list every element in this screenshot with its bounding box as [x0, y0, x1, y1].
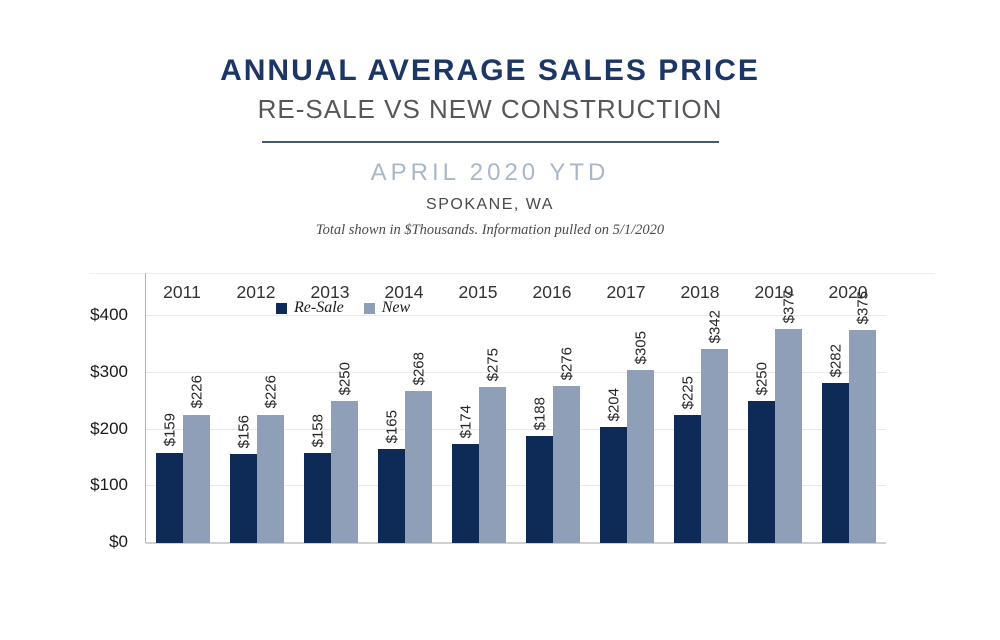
bar-resale-2013: $158 — [304, 414, 331, 543]
chart-legend: Re-Sale New — [276, 299, 410, 317]
legend-item-resale: Re-Sale — [276, 299, 344, 317]
bar-new-2016: $276 — [553, 347, 580, 543]
bar-new-2017: $305 — [627, 331, 654, 543]
y-axis-label-0: $0 — [109, 532, 128, 551]
page-subtitle: RE-SALE VS NEW CONSTRUCTION — [257, 94, 723, 124]
bar-resale-2015: $174 — [452, 405, 479, 543]
header-divider — [262, 141, 719, 143]
location-label: SPOKANE, WA — [426, 196, 554, 213]
legend-label: Re-Sale — [294, 299, 344, 316]
bar-group-2014: $165 $268 — [368, 273, 442, 543]
x-axis-label-2013: 2013 — [310, 282, 350, 302]
x-axis-label-2011: 2011 — [163, 282, 201, 302]
legend-item-new: New — [363, 299, 411, 317]
x-axis-label-2012: 2012 — [236, 282, 276, 302]
bar-value-label: $174 — [457, 404, 474, 439]
bar-new-2012: $226 — [257, 375, 284, 543]
period-label: APRIL 2020 YTD — [370, 159, 610, 186]
bar-value-label: $158 — [309, 413, 326, 448]
bar-group-2020: $282 $375 — [812, 273, 886, 543]
footnote: Total shown in $Thousands. Information p… — [315, 222, 665, 238]
x-axis-label-2018: 2018 — [680, 282, 720, 302]
legend-swatch-icon — [276, 302, 287, 314]
bar-new-2013: $250 — [331, 362, 358, 543]
y-axis-label-400: $400 — [90, 305, 128, 324]
legend-label: New — [381, 299, 411, 316]
bar-value-label: $159 — [161, 413, 178, 447]
x-axis-label-2015: 2015 — [458, 282, 498, 302]
bar-value-label: $250 — [336, 361, 353, 396]
bar-resale-2018: $225 — [674, 376, 701, 543]
gridline-200 — [146, 428, 886, 430]
y-axis-label-100: $100 — [90, 475, 128, 495]
bar-new-2018: $342 — [701, 310, 728, 543]
bar-new-2011: $226 — [183, 375, 210, 543]
bar-resale-2014: $165 — [378, 410, 405, 543]
legend-swatch-icon — [363, 302, 375, 314]
bar-group-2017: $204 $305 — [590, 273, 664, 543]
bar-value-label: $342 — [706, 309, 723, 343]
bar-value-label: $188 — [531, 396, 548, 431]
bar-new-2019: $377 — [775, 290, 802, 543]
bar-resale-2020: $282 — [822, 344, 849, 543]
bar-resale-2011: $159 — [156, 413, 183, 543]
bar-value-label: $282 — [827, 343, 844, 377]
x-axis-label-2019: 2019 — [754, 282, 794, 302]
bar-resale-2012: $156 — [230, 415, 257, 543]
bar-new-2015: $275 — [479, 348, 506, 543]
bar-resale-2019: $250 — [748, 362, 775, 543]
page-title: ANNUAL AVERAGE SALES PRICE — [220, 54, 760, 87]
bar-value-label: $156 — [235, 415, 252, 449]
bar-group-2019: $250 $377 — [738, 273, 812, 543]
bar-value-label: $268 — [410, 351, 427, 385]
bar-group-2016: $188 $276 — [516, 273, 590, 543]
x-axis-label-2014: 2014 — [384, 282, 424, 302]
gridline-300 — [146, 371, 886, 373]
bar-group-2018: $225 $342 — [664, 273, 738, 543]
bar-group-2012: $156 $226 — [220, 273, 294, 543]
x-axis-label-2020: 2020 — [828, 282, 868, 302]
x-axis-line — [146, 542, 886, 544]
bar-value-label: $226 — [188, 375, 205, 409]
bar-value-label: $204 — [605, 387, 622, 422]
bar-value-label: $226 — [262, 375, 279, 409]
gridline-400 — [146, 315, 886, 316]
y-axis-label-300: $300 — [90, 361, 128, 381]
plot-area: Re-Sale New $0 $100 $200 $300 $400 $159 $226 $15… — [90, 273, 886, 551]
bar-new-2020: $375 — [849, 291, 876, 543]
bar-value-label: $165 — [383, 410, 400, 444]
chart-area-top-border — [90, 273, 935, 274]
bar-value-label: $276 — [558, 347, 575, 381]
bar-value-label: $250 — [753, 361, 770, 396]
bar-group-2011: $159 $226 — [146, 273, 220, 543]
x-axis-label-2016: 2016 — [532, 282, 572, 302]
bar-group-2015: $174 $275 — [442, 273, 516, 543]
bar-value-label: $225 — [679, 375, 696, 410]
bar-new-2014: $268 — [405, 352, 432, 543]
bar-resale-2017: $204 — [600, 388, 627, 543]
gridline-100 — [146, 485, 886, 487]
bar-resale-2016: $188 — [526, 397, 553, 543]
x-axis-label-2017: 2017 — [606, 282, 646, 302]
bar-value-label: $305 — [632, 330, 649, 364]
bar-group-2013: $158 $250 — [294, 273, 368, 543]
y-axis-label-200: $200 — [90, 418, 128, 438]
bar-value-label: $275 — [484, 347, 501, 381]
